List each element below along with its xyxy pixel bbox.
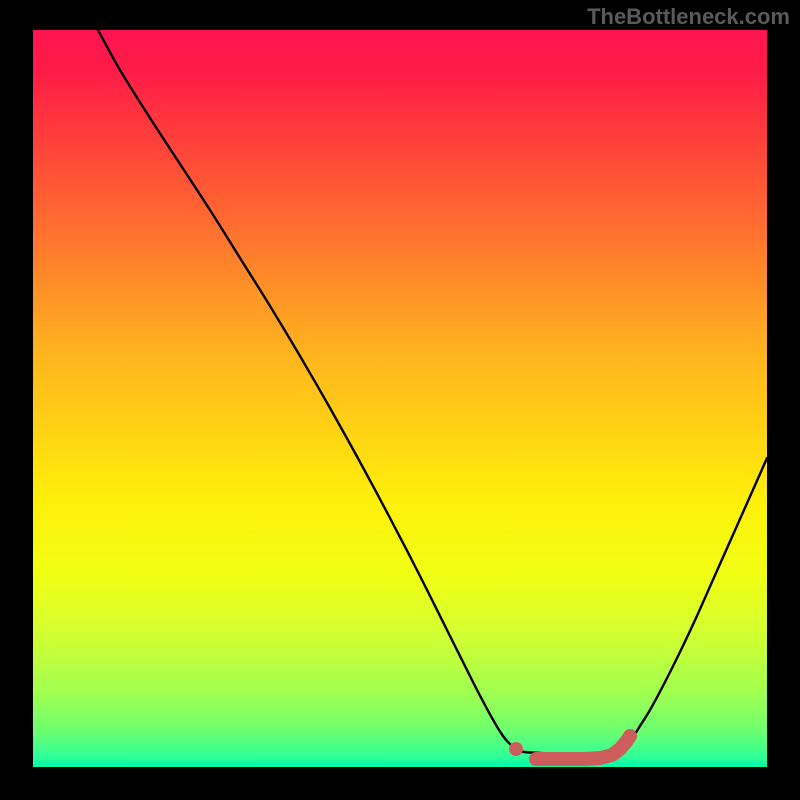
- plot-background: [33, 30, 767, 767]
- chart-stage: TheBottleneck.com: [0, 0, 800, 800]
- optimal-point-marker: [509, 742, 523, 756]
- bottleneck-chart: [0, 0, 800, 800]
- watermark-text: TheBottleneck.com: [587, 4, 790, 30]
